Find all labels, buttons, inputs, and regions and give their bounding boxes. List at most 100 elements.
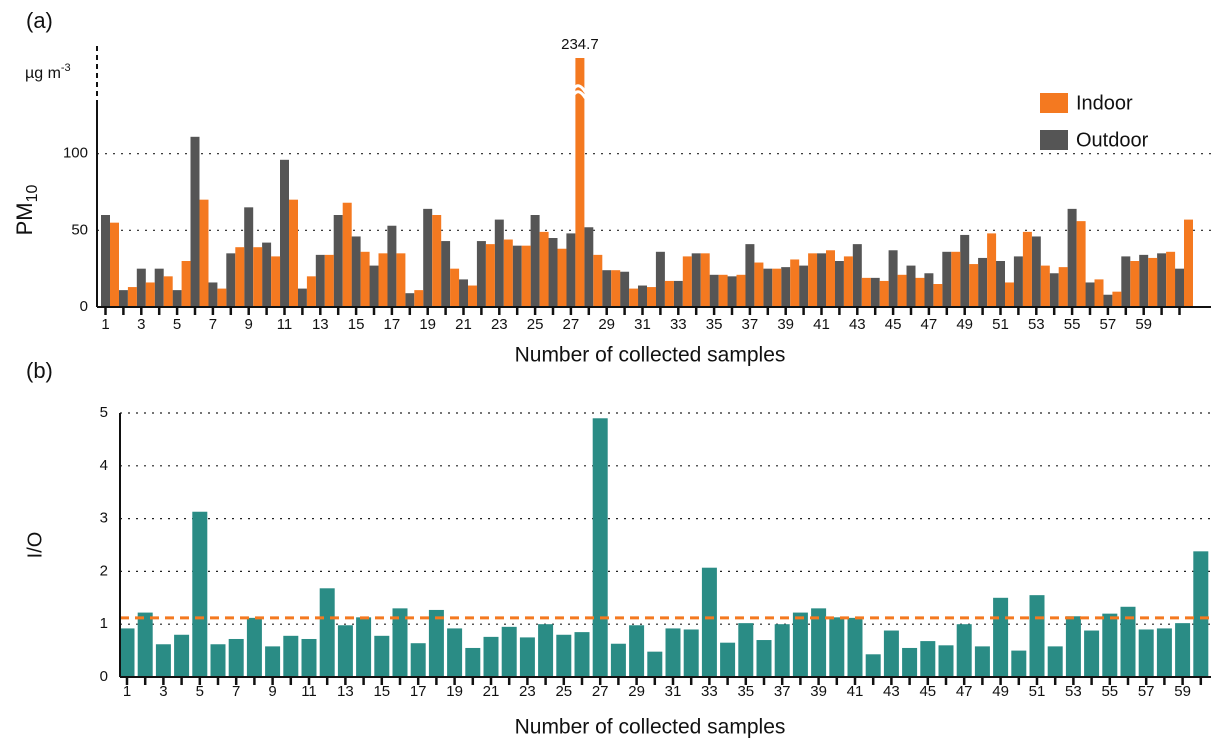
bar [306,276,316,307]
bar [974,646,990,677]
bar [414,290,424,307]
x-tick-label: 31 [665,683,682,700]
x-tick-label: 5 [196,683,204,700]
bar [465,647,481,677]
bar [1157,253,1167,307]
bar [432,215,442,307]
x-tick-label: 29 [628,683,645,700]
x-tick-label: 57 [1100,316,1117,333]
bar [1040,265,1050,307]
x-tick-label: 7 [209,316,217,333]
bar [781,267,791,307]
bar [387,225,397,307]
bar [485,244,495,307]
bar [745,244,755,307]
bar [319,588,335,677]
x-tick-label: 11 [277,316,293,333]
y-tick-label: 0 [80,298,88,315]
bar [208,282,218,307]
x-tick-label: 49 [956,316,973,333]
bar [360,251,370,307]
bar [655,251,665,307]
bar [906,265,916,307]
bar [826,250,835,307]
x-tick-label: 59 [1135,316,1152,333]
bar [1184,219,1193,307]
bar [792,612,808,677]
bar [253,247,263,307]
panel-label: (b) [26,358,53,383]
bar [956,624,972,677]
bar [754,262,764,307]
bar [1005,282,1014,307]
bar [246,617,262,677]
bar [324,254,334,307]
bar [938,645,954,677]
bar [709,274,719,307]
x-tick-label: 37 [742,316,759,333]
x-tick-label: 1 [101,316,109,333]
bar [861,277,871,307]
bar [978,257,988,307]
legend-label: Outdoor [1076,129,1149,151]
x-tick-label: 9 [245,316,253,333]
x-axis-label: Number of collected samples [515,344,786,367]
bar [1011,650,1027,677]
bar [369,265,379,307]
x-tick-label: 27 [592,683,609,700]
x-tick-label: 51 [1029,683,1046,700]
bar [1102,613,1118,677]
x-tick-label: 39 [810,683,827,700]
x-tick-label: 31 [634,316,651,333]
bar [602,270,612,307]
x-tick-label: 43 [849,316,866,333]
bar [1047,646,1063,677]
bar [638,285,647,307]
bar [351,236,361,307]
bar [1029,595,1045,677]
bar [199,199,209,307]
bar [1103,294,1113,307]
bar [987,233,997,307]
x-tick-label: 25 [555,683,572,700]
bar [933,284,943,307]
bar [870,277,880,307]
bar [501,626,517,677]
x-tick-label: 7 [232,683,240,700]
y-tick-label: 2 [100,562,108,579]
panel-label: (a) [26,8,53,33]
x-tick-label: 45 [919,683,936,700]
bar [172,290,182,307]
bar [772,268,782,307]
bar [920,641,936,677]
bar [145,282,155,307]
bar [1139,254,1149,307]
legend-swatch [1040,130,1068,150]
bar [1013,256,1023,307]
bar [289,199,298,307]
bar [829,617,845,677]
bar [790,259,800,307]
x-tick-label: 55 [1064,316,1081,333]
bar [356,617,372,677]
bar [556,634,572,677]
x-tick-label: 17 [410,683,427,700]
bar [280,159,289,307]
bar [1121,256,1131,307]
x-tick-label: 13 [312,316,329,333]
y-tick-label: 0 [100,668,108,685]
bar [265,646,281,677]
bar [530,215,540,307]
bar [447,628,463,677]
x-tick-label: 51 [992,316,1009,333]
bar [993,597,1009,677]
unit-superscript: -3 [61,62,71,74]
bar [423,208,433,307]
bar [942,251,952,307]
x-tick-label: 3 [137,316,145,333]
bar [756,640,772,677]
bar [664,280,674,307]
x-tick-label: 59 [1174,683,1191,700]
bar [548,238,558,307]
bar [960,234,970,307]
